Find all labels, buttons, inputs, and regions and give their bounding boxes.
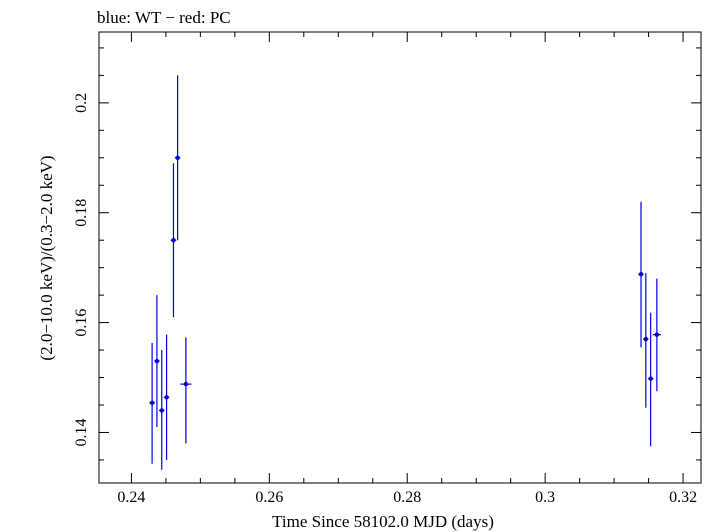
- data-point: [643, 273, 649, 408]
- data-point: [149, 343, 155, 464]
- x-axis-label: Time Since 58102.0 MJD (days): [272, 512, 494, 531]
- data-point: [648, 313, 654, 446]
- point-marker: [648, 376, 652, 380]
- x-tick-label: 0.24: [117, 489, 145, 506]
- data-point: [175, 75, 181, 240]
- data-point: [164, 335, 170, 460]
- point-marker: [639, 272, 643, 276]
- data-points: [149, 75, 661, 469]
- point-marker: [644, 337, 648, 341]
- x-tick-label: 0.26: [255, 489, 283, 506]
- y-axis-label: (2.0−10.0 keV)/(0.3−2.0 keV): [37, 155, 56, 360]
- point-marker: [164, 395, 168, 399]
- y-tick-label: 0.2: [73, 93, 90, 113]
- y-tick-label: 0.16: [73, 309, 90, 337]
- point-marker: [171, 238, 175, 242]
- point-marker: [160, 408, 164, 412]
- point-marker: [150, 401, 154, 405]
- chart-title: blue: WT − red: PC: [97, 8, 231, 27]
- chart: blue: WT − red: PC 0.24 0.26 0.28 0.3 0.32 0…: [0, 0, 707, 532]
- point-marker: [175, 156, 179, 160]
- y-tick-label: 0.14: [73, 418, 90, 446]
- x-tick-label: 0.32: [669, 489, 697, 506]
- data-point: [638, 202, 644, 348]
- data-point: [180, 337, 191, 443]
- point-marker: [655, 332, 659, 336]
- plot-frame: [99, 32, 701, 483]
- point-marker: [184, 382, 188, 386]
- x-tick-label: 0.3: [535, 489, 555, 506]
- axis-ticks: [99, 32, 701, 483]
- x-tick-labels: 0.24 0.26 0.28 0.3 0.32: [117, 489, 697, 506]
- data-point: [171, 163, 177, 317]
- data-point: [154, 295, 160, 427]
- y-tick-labels: 0.14 0.16 0.18 0.2: [73, 93, 90, 447]
- y-tick-label: 0.18: [73, 199, 90, 227]
- data-point: [159, 350, 165, 470]
- point-marker: [155, 359, 159, 363]
- x-tick-label: 0.28: [393, 489, 421, 506]
- data-point: [653, 279, 661, 392]
